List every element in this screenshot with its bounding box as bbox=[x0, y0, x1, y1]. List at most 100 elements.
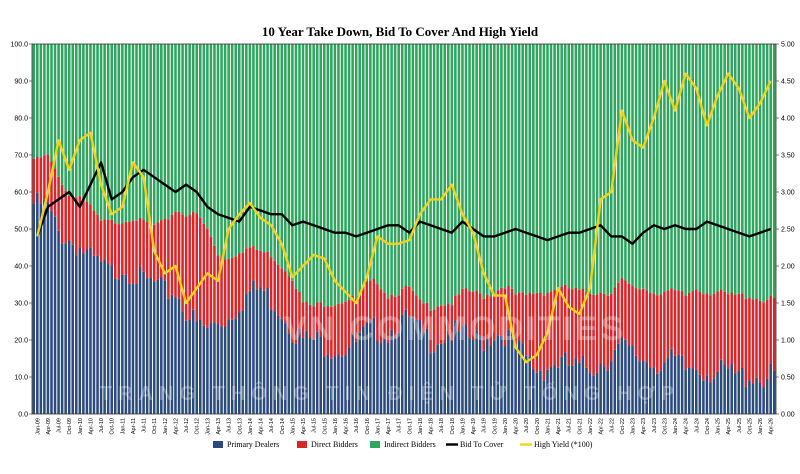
x-tick-label: Oct-10 bbox=[110, 418, 116, 435]
bar-primary-dealers bbox=[496, 335, 500, 414]
bar-primary-dealers bbox=[422, 332, 425, 414]
bar-primary-dealers bbox=[641, 360, 645, 414]
legend-label-high-yield-100-: High Yield (*100) bbox=[534, 440, 593, 449]
bar-indirect-bidders bbox=[266, 44, 269, 252]
bar-direct-bidders bbox=[521, 292, 524, 344]
bar-indirect-bidders bbox=[436, 44, 439, 307]
bar-primary-dealers bbox=[223, 327, 227, 414]
x-tick-label: Jan-19 bbox=[460, 418, 466, 435]
bar-primary-dealers bbox=[234, 318, 237, 414]
x-tick-label: Apr-13 bbox=[216, 418, 222, 435]
bar-primary-dealers bbox=[638, 361, 641, 414]
x-tick-label: Oct-13 bbox=[237, 418, 243, 435]
x-tick-label: Jul-18 bbox=[439, 418, 445, 433]
bar-primary-dealers bbox=[32, 203, 36, 414]
bar-primary-dealers bbox=[103, 259, 106, 414]
bar-direct-bidders bbox=[588, 293, 592, 373]
bar-primary-dealers bbox=[400, 314, 404, 414]
bar-indirect-bidders bbox=[106, 44, 110, 221]
bar-indirect-bidders bbox=[301, 44, 305, 303]
bar-primary-dealers bbox=[588, 372, 592, 414]
bar-indirect-bidders bbox=[92, 44, 96, 211]
bar-indirect-bidders bbox=[663, 44, 666, 293]
x-tick-label: Apr-19 bbox=[471, 418, 477, 435]
bar-primary-dealers bbox=[461, 326, 464, 414]
bar-primary-dealers bbox=[645, 362, 648, 414]
bar-indirect-bidders bbox=[43, 44, 46, 156]
bar-indirect-bidders bbox=[712, 44, 716, 294]
bar-indirect-bidders bbox=[588, 44, 592, 294]
x-tick-label: Jul-22 bbox=[609, 418, 615, 433]
bar-indirect-bidders bbox=[354, 44, 358, 299]
bar-primary-dealers bbox=[220, 326, 223, 414]
y-tick-label: 30.0 bbox=[14, 301, 28, 308]
x-tick-label: Jul-10 bbox=[99, 418, 105, 433]
bar-direct-bidders bbox=[103, 219, 106, 260]
bar-primary-dealers bbox=[677, 354, 680, 414]
bar-primary-dealers bbox=[330, 358, 333, 414]
y2-tick-label: 4.00 bbox=[781, 116, 795, 123]
bar-direct-bidders bbox=[500, 287, 503, 336]
bar-primary-dealers bbox=[287, 333, 291, 414]
bar-primary-dealers bbox=[266, 287, 269, 414]
bar-indirect-bidders bbox=[478, 44, 482, 294]
bar-primary-dealers bbox=[333, 356, 337, 414]
bar-direct-bidders bbox=[245, 248, 248, 294]
bar-primary-dealers bbox=[351, 333, 354, 414]
x-tick-label: Jul-14 bbox=[269, 418, 275, 433]
bar-indirect-bidders bbox=[528, 44, 532, 293]
bar-indirect-bidders bbox=[609, 44, 613, 294]
bar-primary-dealers bbox=[291, 342, 294, 414]
bar-direct-bidders bbox=[96, 214, 99, 256]
x-tick-label: Apr-23 bbox=[641, 418, 647, 435]
x-tick-label: Apr-25 bbox=[726, 418, 732, 435]
bar-direct-bidders bbox=[524, 294, 528, 356]
bar-direct-bidders bbox=[574, 287, 578, 359]
bar-indirect-bidders bbox=[220, 44, 223, 258]
x-tick-label: Apr-16 bbox=[344, 418, 350, 435]
bar-direct-bidders bbox=[592, 294, 595, 376]
bar-primary-dealers bbox=[684, 369, 687, 414]
bar-indirect-bidders bbox=[439, 44, 443, 306]
bar-indirect-bidders bbox=[574, 44, 578, 288]
bar-primary-dealers bbox=[379, 343, 383, 414]
legend-label-direct-bidders: Direct Bidders bbox=[311, 440, 358, 449]
bar-primary-dealers bbox=[652, 367, 656, 414]
bar-indirect-bidders bbox=[758, 44, 762, 301]
bar-indirect-bidders bbox=[376, 44, 379, 285]
bar-primary-dealers bbox=[305, 330, 308, 414]
bar-indirect-bidders bbox=[723, 44, 726, 292]
bar-direct-bidders bbox=[730, 292, 733, 364]
bar-indirect-bidders bbox=[167, 44, 170, 220]
bar-indirect-bidders bbox=[308, 44, 312, 305]
bar-primary-dealers bbox=[99, 262, 103, 414]
bar-indirect-bidders bbox=[326, 44, 330, 307]
x-tick-label: Jul-17 bbox=[397, 418, 403, 433]
watermark-line1: VN COMMODITIES bbox=[284, 310, 626, 348]
bar-primary-dealers bbox=[294, 343, 298, 414]
bar-primary-dealers bbox=[53, 216, 57, 414]
bar-primary-dealers bbox=[606, 370, 609, 414]
bar-indirect-bidders bbox=[160, 44, 163, 221]
bar-primary-dealers bbox=[471, 339, 475, 414]
bar-primary-dealers bbox=[599, 363, 602, 414]
bar-indirect-bidders bbox=[698, 44, 702, 292]
bar-direct-bidders bbox=[641, 288, 645, 361]
bar-indirect-bidders bbox=[695, 44, 698, 290]
bar-direct-bidders bbox=[138, 217, 142, 267]
bar-indirect-bidders bbox=[386, 44, 390, 299]
bar-direct-bidders bbox=[188, 215, 191, 320]
bar-direct-bidders bbox=[415, 295, 418, 320]
bar-direct-bidders bbox=[772, 297, 776, 372]
bar-primary-dealers bbox=[436, 344, 439, 414]
bar-primary-dealers bbox=[393, 337, 397, 414]
bar-direct-bidders bbox=[578, 289, 581, 363]
bar-primary-dealers bbox=[284, 323, 287, 414]
bar-direct-bidders bbox=[372, 278, 376, 318]
bar-indirect-bidders bbox=[684, 44, 687, 296]
bar-primary-dealers bbox=[397, 332, 400, 414]
bar-direct-bidders bbox=[677, 290, 680, 355]
bar-indirect-bidders bbox=[443, 44, 447, 306]
bar-direct-bidders bbox=[670, 288, 673, 349]
